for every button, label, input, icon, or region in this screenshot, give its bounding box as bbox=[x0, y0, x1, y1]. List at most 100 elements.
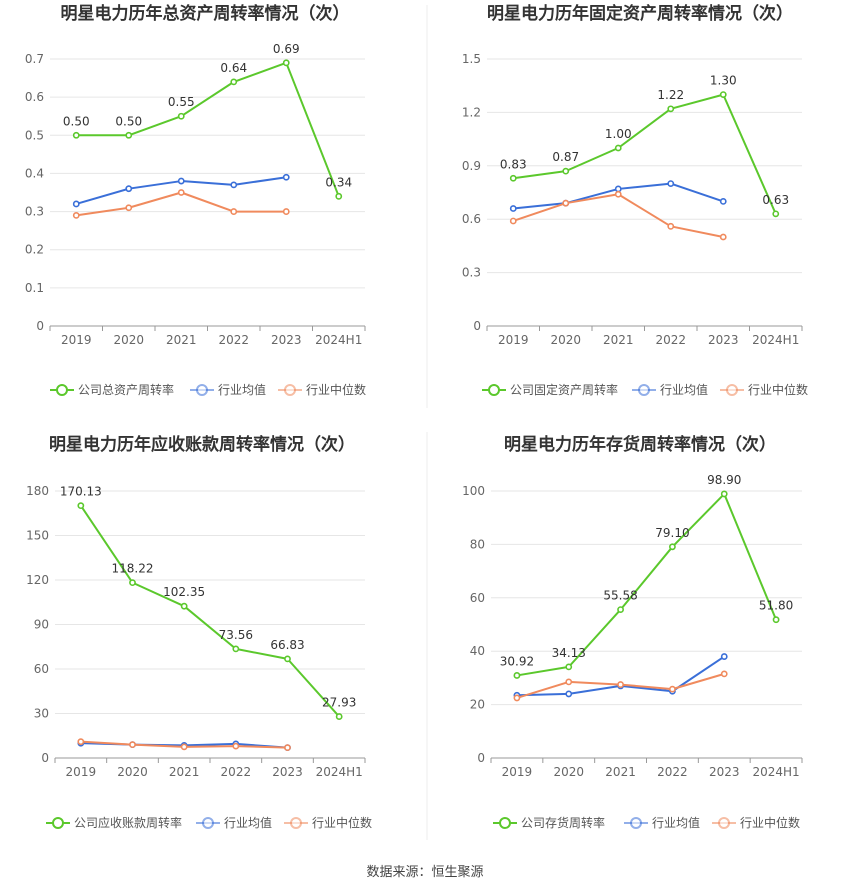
data-point-industry_median bbox=[284, 744, 291, 752]
data-point-industry_avg bbox=[719, 197, 727, 205]
legend-marker bbox=[196, 384, 208, 396]
legend-label: 行业中位数 bbox=[306, 382, 366, 397]
x-tick-label: 2024H1 bbox=[752, 765, 799, 779]
x-tick-label: 2021 bbox=[166, 333, 197, 347]
data-point-company bbox=[772, 210, 780, 218]
data-label: 170.13 bbox=[60, 485, 102, 499]
chart-2: 明星电力历年固定资产周转率情况（次） 0 0.3 0.6 0.9 1.2 1.5 2019 20… bbox=[462, 3, 808, 397]
legend-marker bbox=[630, 817, 642, 829]
legend-label: 公司应收账款周转率 bbox=[74, 815, 182, 830]
data-label: 118.22 bbox=[112, 562, 154, 576]
y-tick-label: 30 bbox=[34, 707, 49, 721]
legend-item-industry_median: 行业中位数 bbox=[712, 815, 800, 830]
x-tick-label: 2021 bbox=[603, 333, 634, 347]
x-tick-label: 2022 bbox=[221, 765, 252, 779]
data-label: 0.87 bbox=[552, 150, 579, 164]
y-tick-label: 60 bbox=[34, 662, 49, 676]
data-label: 1.00 bbox=[605, 127, 632, 141]
x-tick-label: 2019 bbox=[66, 765, 97, 779]
x-tick-label: 2021 bbox=[169, 765, 200, 779]
y-tick-label: 80 bbox=[470, 537, 485, 551]
data-point-industry_median bbox=[513, 694, 521, 702]
data-point-industry_avg bbox=[509, 205, 517, 212]
chart-title: 明星电力历年应收账款周转率情况（次） bbox=[49, 434, 355, 455]
series-line-company bbox=[80, 505, 340, 718]
data-point-company bbox=[335, 713, 343, 720]
y-tick-label: 0.6 bbox=[462, 212, 481, 226]
data-point-company bbox=[282, 59, 290, 67]
charts-group: 明星电力历年总资产周转率情况（次） 0 0.1 0.2 0.3 0.4 0.5 0.6 0.7 2… bbox=[25, 3, 808, 830]
y-tick-label: 90 bbox=[34, 618, 49, 632]
data-point-industry_median bbox=[77, 738, 85, 746]
data-label: 1.22 bbox=[657, 88, 684, 102]
data-point-company bbox=[177, 112, 185, 120]
chart-title: 明星电力历年存货周转率情况（次） bbox=[504, 434, 776, 455]
data-point-company bbox=[669, 543, 676, 551]
data-point-industry_median bbox=[565, 678, 573, 686]
legend-item-industry_median: 行业中位数 bbox=[284, 815, 372, 830]
y-tick-label: 0.4 bbox=[25, 166, 44, 180]
legend-label: 公司总资产周转率 bbox=[78, 382, 174, 397]
legend-item-industry_avg: 行业均值 bbox=[632, 382, 708, 397]
legend-item-company: 公司固定资产周转率 bbox=[482, 382, 618, 397]
y-tick-label: 100 bbox=[462, 484, 485, 498]
data-point-industry_median bbox=[180, 743, 188, 751]
data-point-company bbox=[230, 78, 238, 86]
y-tick-label: 60 bbox=[470, 591, 485, 605]
legend-marker bbox=[638, 384, 650, 396]
data-point-company bbox=[562, 167, 570, 175]
data-label: 51.80 bbox=[759, 599, 793, 613]
y-tick-label: 20 bbox=[470, 698, 485, 712]
data-point-industry_median bbox=[125, 204, 133, 212]
x-tick-label: 2023 bbox=[708, 333, 739, 347]
data-label: 0.83 bbox=[500, 157, 527, 171]
data-point-company bbox=[509, 174, 517, 182]
x-tick-label: 2020 bbox=[117, 765, 148, 779]
legend-marker bbox=[718, 817, 730, 829]
x-tick-label: 2021 bbox=[605, 765, 636, 779]
legend-marker bbox=[488, 384, 500, 396]
chart-3: 明星电力历年应收账款周转率情况（次） 0 30 60 90 120 150 180 2019 20… bbox=[26, 434, 372, 830]
y-tick-label: 0.9 bbox=[462, 159, 481, 173]
data-label: 102.35 bbox=[163, 585, 205, 599]
data-point-company bbox=[772, 616, 780, 624]
x-tick-label: 2020 bbox=[550, 333, 581, 347]
x-tick-label: 2022 bbox=[657, 765, 688, 779]
data-label: 0.55 bbox=[168, 95, 195, 109]
chart-4: 明星电力历年存货周转率情况（次） 0 20 40 60 80 100 2019 2020 2021… bbox=[462, 434, 803, 830]
y-tick-label: 40 bbox=[470, 644, 485, 658]
legend-item-industry_median: 行业中位数 bbox=[720, 382, 808, 397]
data-point-industry_median bbox=[232, 742, 240, 750]
y-tick-label: 0.3 bbox=[25, 205, 44, 219]
legend-marker bbox=[726, 384, 738, 396]
legend-label: 行业中位数 bbox=[312, 815, 372, 830]
data-label: 0.34 bbox=[325, 175, 352, 189]
x-tick-label: 2023 bbox=[272, 765, 303, 779]
x-tick-label: 2022 bbox=[655, 333, 686, 347]
data-point-company bbox=[284, 655, 291, 663]
y-tick-label: 180 bbox=[26, 484, 49, 498]
x-tick-label: 2019 bbox=[498, 333, 529, 347]
legend-label: 行业中位数 bbox=[748, 382, 808, 397]
data-point-company bbox=[720, 490, 728, 498]
data-point-industry_avg bbox=[614, 185, 622, 193]
x-tick-label: 2024H1 bbox=[752, 333, 799, 347]
x-tick-label: 2024H1 bbox=[316, 765, 363, 779]
legend-label: 行业均值 bbox=[660, 382, 708, 397]
legend-item-industry_avg: 行业均值 bbox=[624, 815, 700, 830]
data-point-industry_median bbox=[669, 685, 676, 693]
data-point-industry_median bbox=[719, 233, 727, 241]
legend-label: 行业中位数 bbox=[740, 815, 800, 830]
data-label: 0.50 bbox=[115, 114, 142, 128]
data-point-industry_median bbox=[177, 189, 185, 196]
series-line-industry_avg bbox=[516, 655, 725, 697]
chart-title: 明星电力历年总资产周转率情况（次） bbox=[61, 3, 350, 24]
data-point-industry_avg bbox=[230, 181, 238, 189]
data-label: 0.69 bbox=[273, 42, 300, 56]
data-point-industry_avg bbox=[125, 185, 133, 193]
y-tick-label: 150 bbox=[26, 529, 49, 543]
x-tick-label: 2022 bbox=[218, 333, 249, 347]
y-tick-label: 0 bbox=[36, 319, 44, 333]
data-label: 0.50 bbox=[63, 114, 90, 128]
